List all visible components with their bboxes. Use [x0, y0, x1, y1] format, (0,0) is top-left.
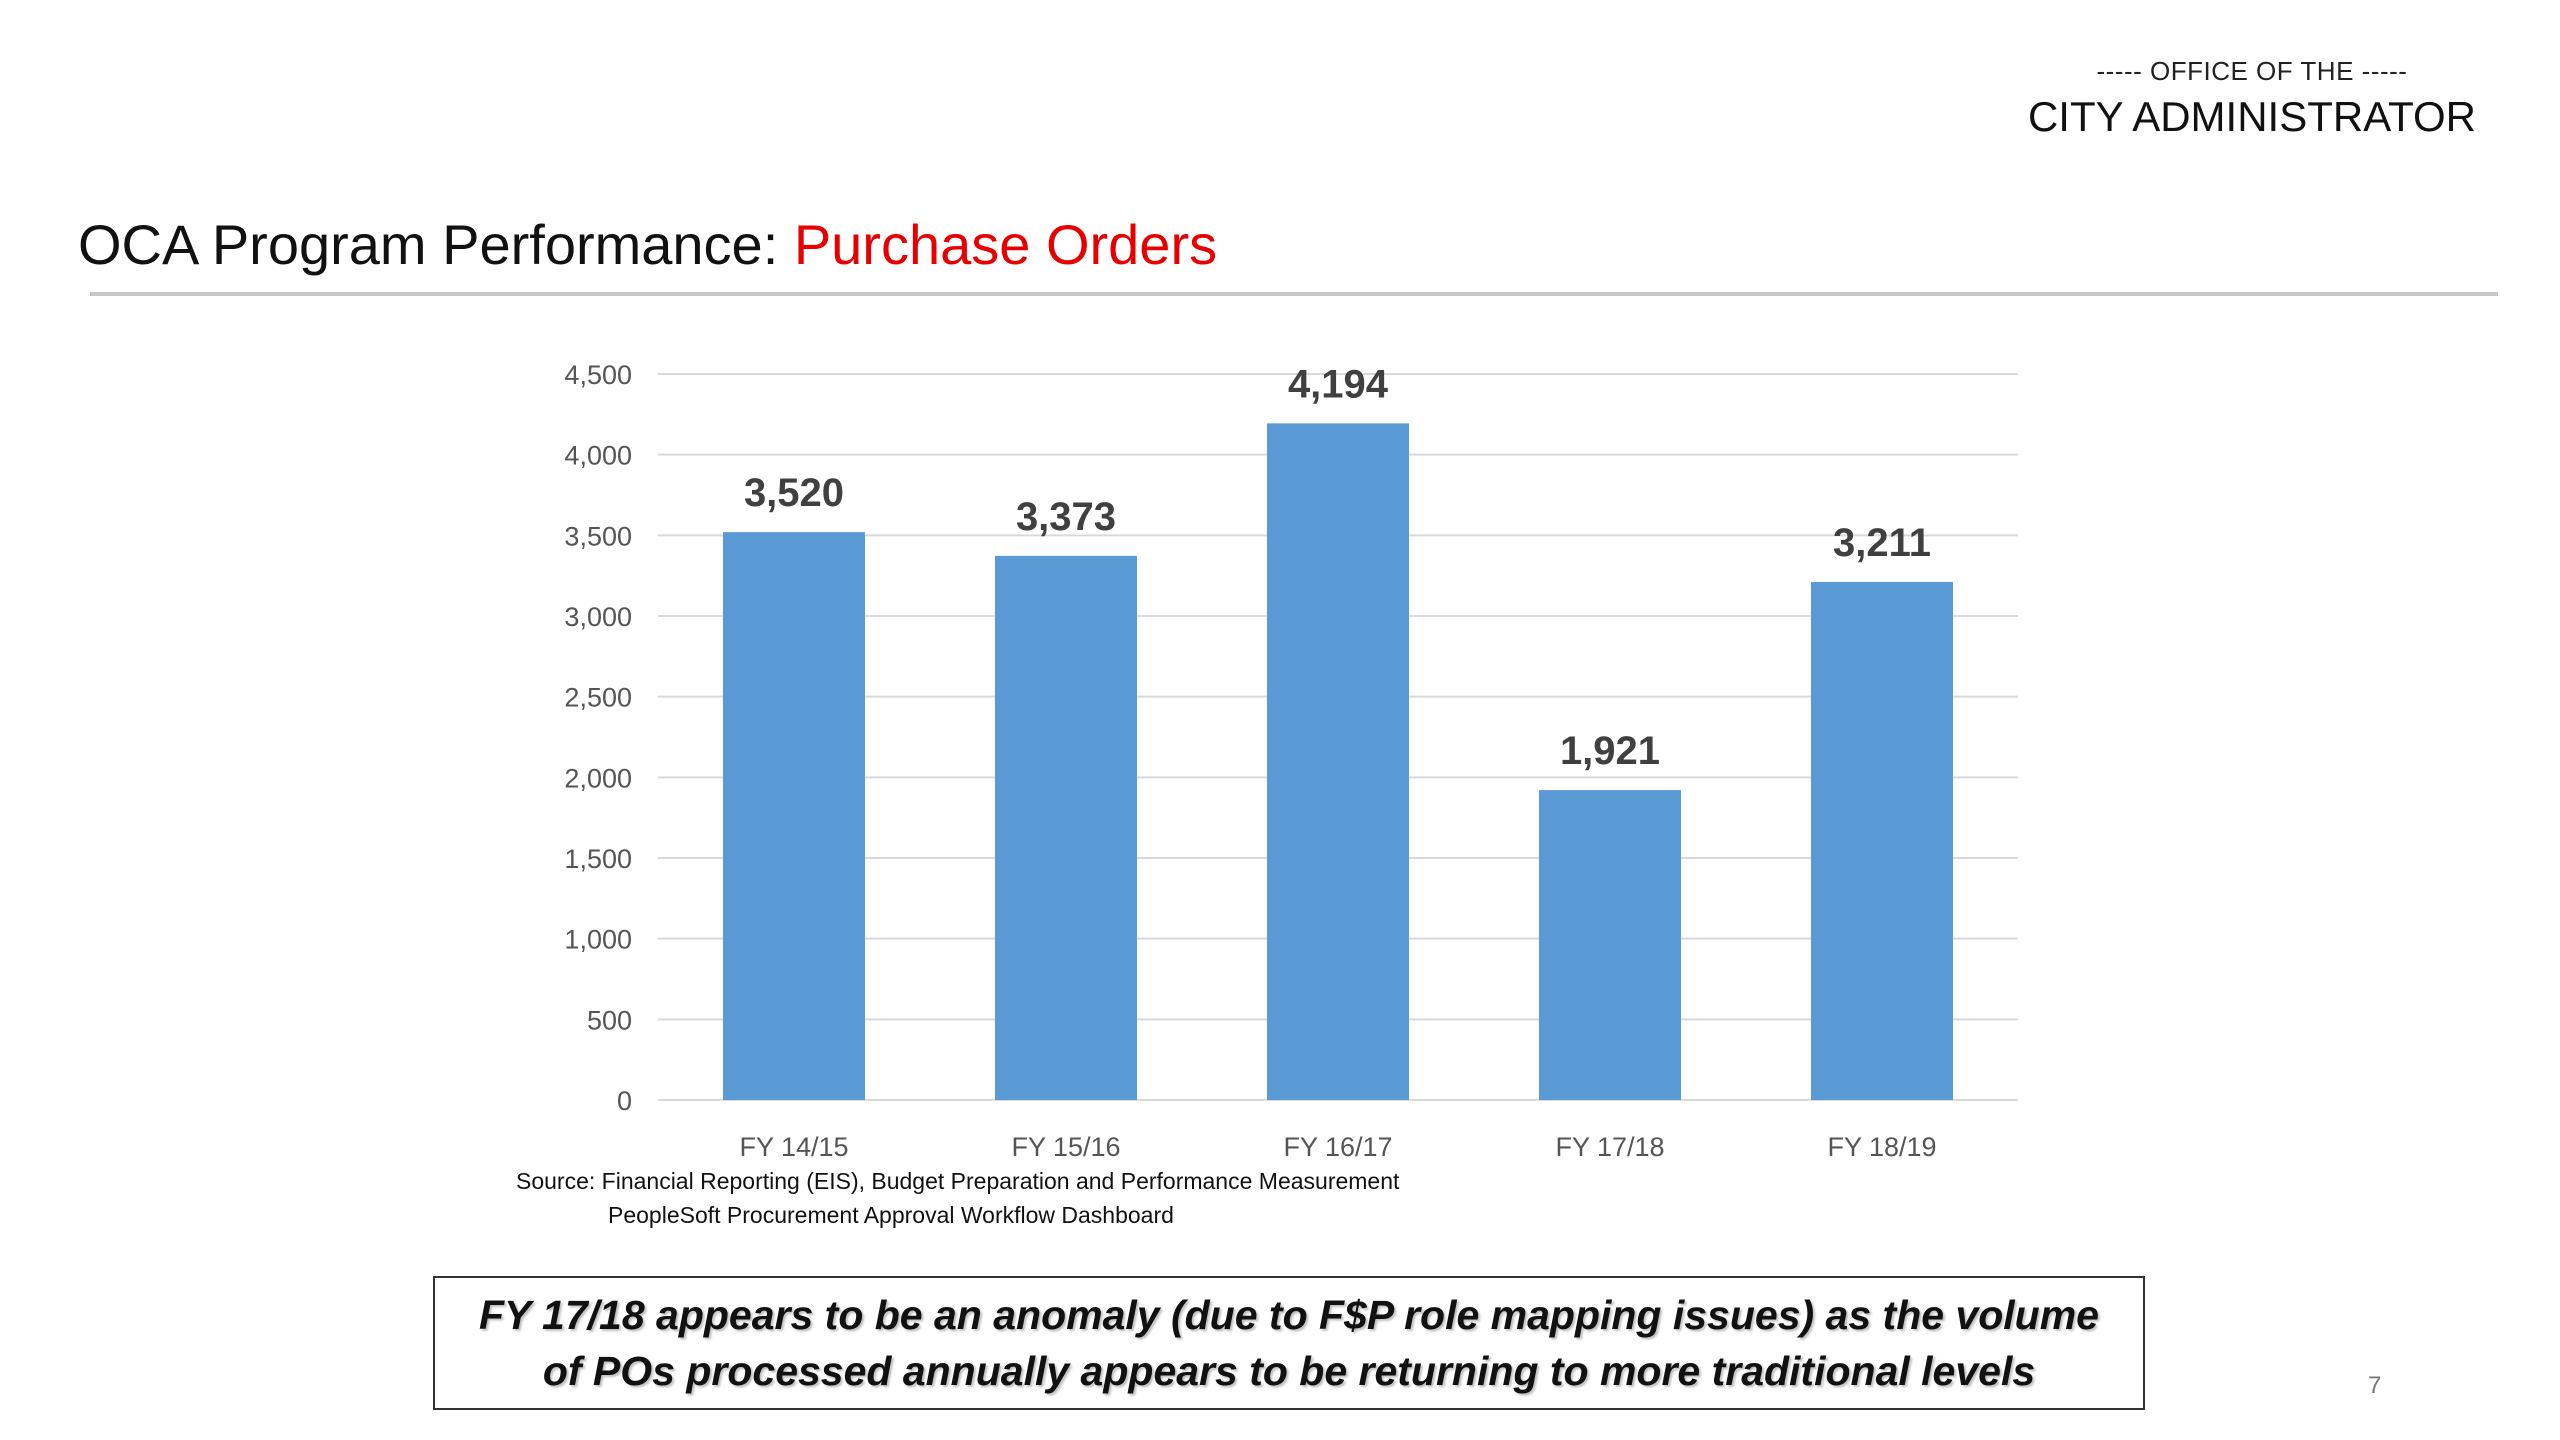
category-label: FY 16/17	[1283, 1132, 1392, 1162]
y-tick-label: 2,000	[564, 763, 632, 793]
callout-line-2: of POs processed annually appears to be …	[542, 1348, 2036, 1394]
y-tick-label: 2,500	[564, 683, 632, 713]
callout-line-1: FY 17/18 appears to be an anomaly (due t…	[479, 1292, 2099, 1338]
page-number: 7	[2368, 1372, 2382, 1399]
bars	[723, 423, 1953, 1100]
category-label: FY 18/19	[1827, 1132, 1936, 1162]
data-label: 3,373	[1016, 495, 1116, 539]
bar	[1267, 423, 1409, 1100]
data-label: 3,520	[744, 471, 844, 515]
callout-box: FY 17/18 appears to be an anomaly (due t…	[433, 1276, 2145, 1410]
data-label: 1,921	[1560, 729, 1660, 773]
slide-title-highlight: Purchase Orders	[793, 213, 1218, 276]
category-label: FY 14/15	[739, 1132, 848, 1162]
data-label: 4,194	[1288, 362, 1389, 406]
y-tick-label: 1,500	[564, 844, 632, 874]
y-tick-label: 4,500	[564, 360, 632, 390]
bar	[723, 532, 865, 1100]
bar	[995, 555, 1137, 1100]
y-tick-label: 500	[587, 1005, 632, 1035]
category-label: FY 15/16	[1011, 1132, 1120, 1162]
source-line-2: PeopleSoft Procurement Approval Workflow…	[608, 1202, 1174, 1228]
bar	[1811, 581, 1953, 1100]
source-note: Source: Financial Reporting (EIS), Budge…	[516, 1164, 1399, 1232]
data-label: 3,211	[1833, 521, 1931, 565]
data-labels: 3,520 3,373 4,194 1,921 3,211	[744, 362, 1931, 773]
y-tick-label: 4,000	[564, 441, 632, 471]
x-axis-categories: FY 14/15 FY 15/16 FY 16/17 FY 17/18 FY 18/19	[739, 1132, 1936, 1162]
bar	[1539, 790, 1681, 1100]
office-name: CITY ADMINISTRATOR	[2027, 93, 2476, 140]
office-header: ----- OFFICE OF THE ----- CITY ADMINISTR…	[2028, 56, 2476, 141]
y-tick-label: 3,000	[564, 602, 632, 632]
y-tick-label: 0	[617, 1086, 632, 1116]
slide-title: OCA Program Performance: Purchase Orders	[78, 212, 1217, 277]
category-label: FY 17/18	[1555, 1132, 1664, 1162]
source-line-1: Source: Financial Reporting (EIS), Budge…	[516, 1168, 1400, 1194]
title-divider	[90, 292, 2498, 296]
y-axis-ticks: 0 500 1,000 1,500 2,000 2,500 3,000 3,500 4,000 4…	[564, 360, 632, 1116]
y-tick-label: 3,500	[564, 521, 632, 551]
office-pre-label: ----- OFFICE OF THE -----	[2096, 56, 2408, 86]
slide-title-prefix: OCA Program Performance:	[78, 213, 794, 276]
y-tick-label: 1,000	[564, 925, 632, 955]
